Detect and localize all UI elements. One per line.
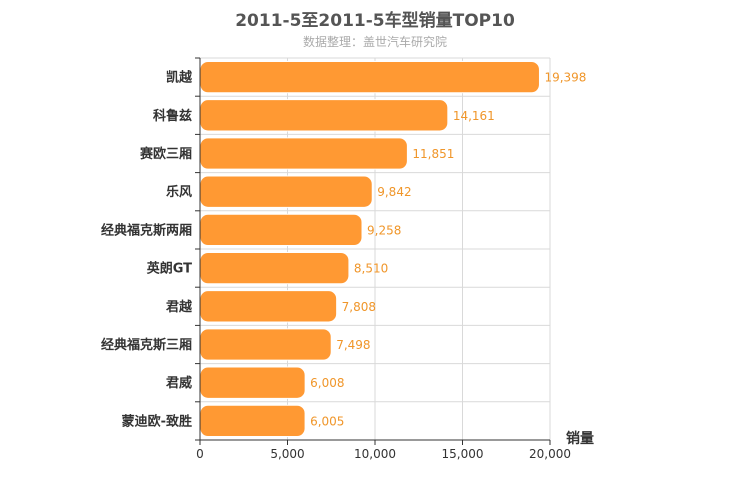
bar: [199, 251, 350, 285]
data-label: 9,258: [367, 223, 401, 237]
category-label: 经典福克斯两厢: [101, 222, 192, 238]
data-label: 14,161: [453, 109, 495, 123]
data-label: 7,808: [342, 300, 376, 314]
x-tick-label: 10,000: [354, 447, 396, 461]
category-label: 科鲁兹: [153, 108, 192, 124]
x-tick-label: 20,000: [529, 447, 571, 461]
category-label: 乐风: [166, 184, 192, 200]
x-tick-label: 0: [196, 447, 204, 461]
data-label: 6,005: [310, 414, 344, 428]
bar: [199, 213, 363, 247]
data-label: 7,498: [336, 338, 370, 352]
bar: [199, 99, 449, 132]
category-label: 君越: [166, 299, 193, 315]
data-label: 9,842: [377, 185, 411, 199]
data-label: 11,851: [412, 147, 454, 161]
bar: [199, 404, 306, 438]
x-axis-title: 销量: [566, 430, 594, 447]
category-label: 君威: [166, 375, 192, 391]
x-tick-label: 15,000: [442, 447, 484, 461]
category-label: 凯越: [166, 70, 193, 86]
bar: [199, 60, 540, 94]
category-label: 赛欧三厢: [139, 146, 192, 162]
bar: [199, 175, 373, 208]
data-label: 8,510: [354, 262, 388, 276]
chart-title: 2011-5至2011-5车型销量TOP10: [235, 11, 515, 31]
bar: [199, 366, 306, 399]
bar: [199, 137, 408, 170]
x-tick-label: 5,000: [270, 447, 304, 461]
bar: [199, 328, 332, 361]
category-label: 英朗GT: [146, 261, 192, 277]
bar: [199, 290, 338, 323]
category-label: 蒙迪欧-致胜: [122, 413, 192, 429]
category-label: 经典福克斯三厢: [101, 337, 192, 353]
chart-subtitle: 数据整理：盖世汽车研究院: [302, 35, 447, 49]
data-label: 19,398: [544, 71, 586, 85]
data-label: 6,008: [310, 376, 344, 390]
